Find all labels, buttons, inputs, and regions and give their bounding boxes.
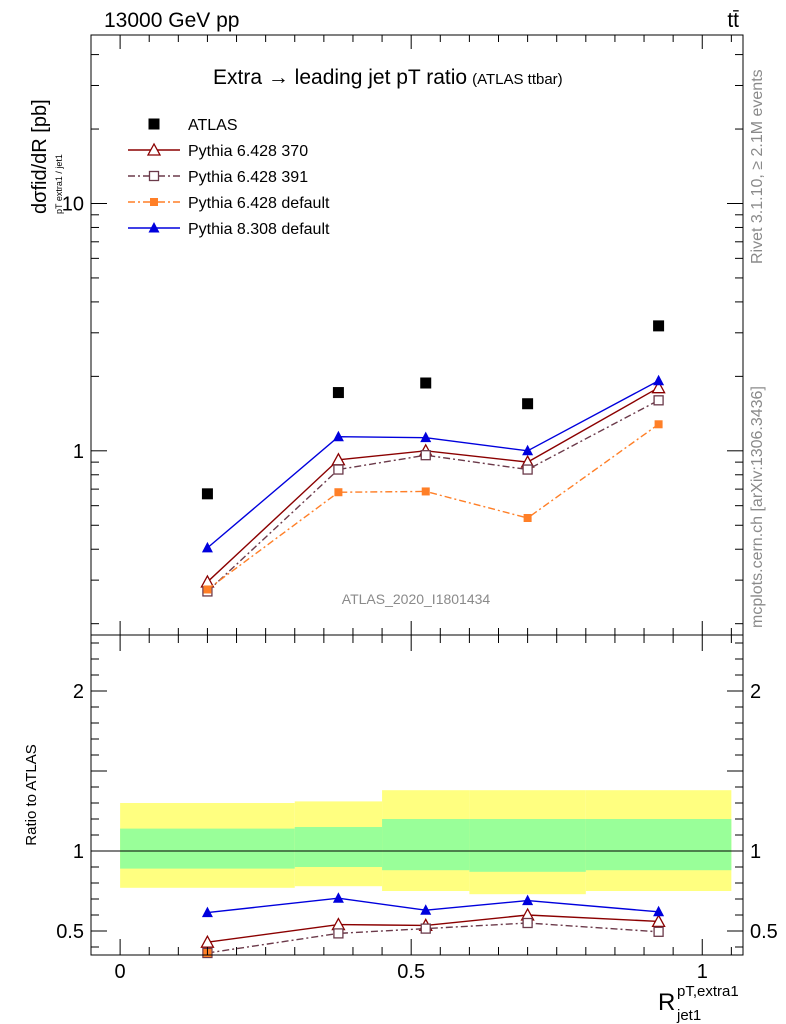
legend-label-p6def: Pythia 6.428 default	[188, 195, 330, 212]
x-axis-label: R pT,extra1 jet1	[658, 983, 739, 1024]
header-left: 13000 GeV pp	[104, 9, 239, 32]
main-ylabel: dσfid/dR [pb] pT extra1 / jet1	[29, 99, 64, 214]
x-axis-label-main: R	[658, 989, 675, 1016]
point-atlas	[420, 377, 432, 389]
legend-label-p391: Pythia 6.428 391	[188, 169, 308, 186]
point-p8def	[201, 541, 213, 553]
point-p391	[653, 395, 664, 406]
series-line-p391	[206, 399, 659, 592]
point-atlas	[332, 387, 344, 399]
point-p6def	[334, 488, 343, 497]
point-p8def	[420, 431, 432, 443]
legend-marker-p6def	[150, 198, 158, 206]
point-p8def	[420, 904, 432, 915]
ratio-ytick-label-right: 1	[750, 841, 761, 863]
point-p8def	[332, 430, 344, 442]
ratio-band-inner	[382, 819, 470, 871]
point-atlas	[522, 398, 534, 410]
point-atlas	[653, 320, 665, 332]
point-p370	[651, 914, 666, 928]
legend-marker-p370	[146, 142, 162, 156]
main-panel-series	[200, 320, 666, 597]
ratio-ytick-label-right: 2	[750, 681, 761, 703]
series-line-p6def	[207, 423, 659, 591]
point-p8def	[522, 444, 534, 456]
ratio-band-inner	[294, 827, 383, 867]
ratio-band-inner	[585, 819, 732, 871]
main-ylabel-sub: pT extra1 / jet1	[54, 154, 64, 214]
ratio-band-inner	[469, 819, 586, 872]
point-p8def	[653, 905, 665, 917]
ratio-panel-series	[200, 892, 666, 959]
series-line-p8def	[206, 380, 659, 549]
watermark: ATLAS_2020_I1801434	[342, 591, 491, 607]
point-p391	[522, 464, 533, 475]
series-line-p8def	[207, 897, 659, 914]
side-label-lower: mcplots.cern.ch [arXiv:1306.3436]	[749, 386, 766, 628]
header-right: tt̄	[727, 9, 739, 32]
legend-label-atlas: ATLAS	[188, 117, 238, 134]
main-ytick-label: 10	[62, 193, 84, 215]
point-p391	[522, 917, 533, 929]
ratio-ytick-label: 1	[73, 841, 84, 863]
point-p391	[420, 450, 431, 461]
point-p6def	[523, 513, 532, 522]
ratio-xtick-label: 1	[697, 961, 708, 983]
series-line-p391	[207, 922, 659, 954]
point-p8def	[653, 374, 665, 386]
main-ylabel-text: dσfid/dR [pb]	[29, 99, 51, 214]
ratio-ytick-label: 2	[73, 681, 84, 703]
point-p6def	[654, 420, 663, 429]
point-atlas	[201, 488, 213, 500]
legend-marker-p391	[148, 170, 160, 182]
point-p391	[333, 928, 344, 939]
ratio-ylabel: Ratio to ATLAS	[23, 744, 40, 845]
main-title-note: (ATLAS ttbar)	[472, 71, 563, 88]
point-p8def	[201, 906, 213, 918]
ratio-panel-frame	[90, 634, 744, 956]
point-p6def	[421, 487, 430, 496]
ratio-panel-axes: 0.5 0.5 1 1 2 2 0 0.5 1	[56, 635, 778, 983]
x-axis-label-sup: pT,extra1	[677, 983, 739, 1000]
ratio-xtick-label: 0	[115, 961, 126, 983]
ratio-bands	[91, 790, 743, 895]
main-panel-axes: 1 10	[62, 35, 743, 635]
legend-marker-p8def	[148, 222, 160, 233]
main-title-text: Extra → leading jet pT ratio	[213, 66, 467, 89]
point-p370	[651, 380, 666, 394]
legend-marker-atlas	[148, 118, 160, 130]
legend-label-p370: Pythia 6.428 370	[188, 143, 308, 160]
point-p391	[653, 926, 664, 937]
ratio-band-inner	[120, 828, 295, 869]
point-p391	[333, 464, 344, 475]
legend: ATLAS Pythia 6.428 370 Pythia 6.428 391 Pyt…	[128, 117, 330, 238]
x-axis-label-sub: jet1	[676, 1007, 701, 1024]
main-ytick-label: 1	[73, 441, 84, 463]
point-p8def	[332, 892, 344, 903]
point-p8def	[522, 894, 534, 906]
ratio-ytick-label: 0.5	[56, 921, 84, 943]
point-p6def	[203, 585, 212, 594]
ratio-ytick-label-right: 0.5	[750, 921, 778, 943]
ratio-xtick-label: 0.5	[397, 961, 425, 983]
legend-label-p8def: Pythia 8.308 default	[188, 221, 330, 238]
side-label-upper: Rivet 3.1.10, ≥ 2.1M events	[749, 69, 766, 264]
main-title: Extra → leading jet pT ratio (ATLAS ttbar…	[213, 66, 563, 89]
point-p391	[420, 923, 431, 934]
